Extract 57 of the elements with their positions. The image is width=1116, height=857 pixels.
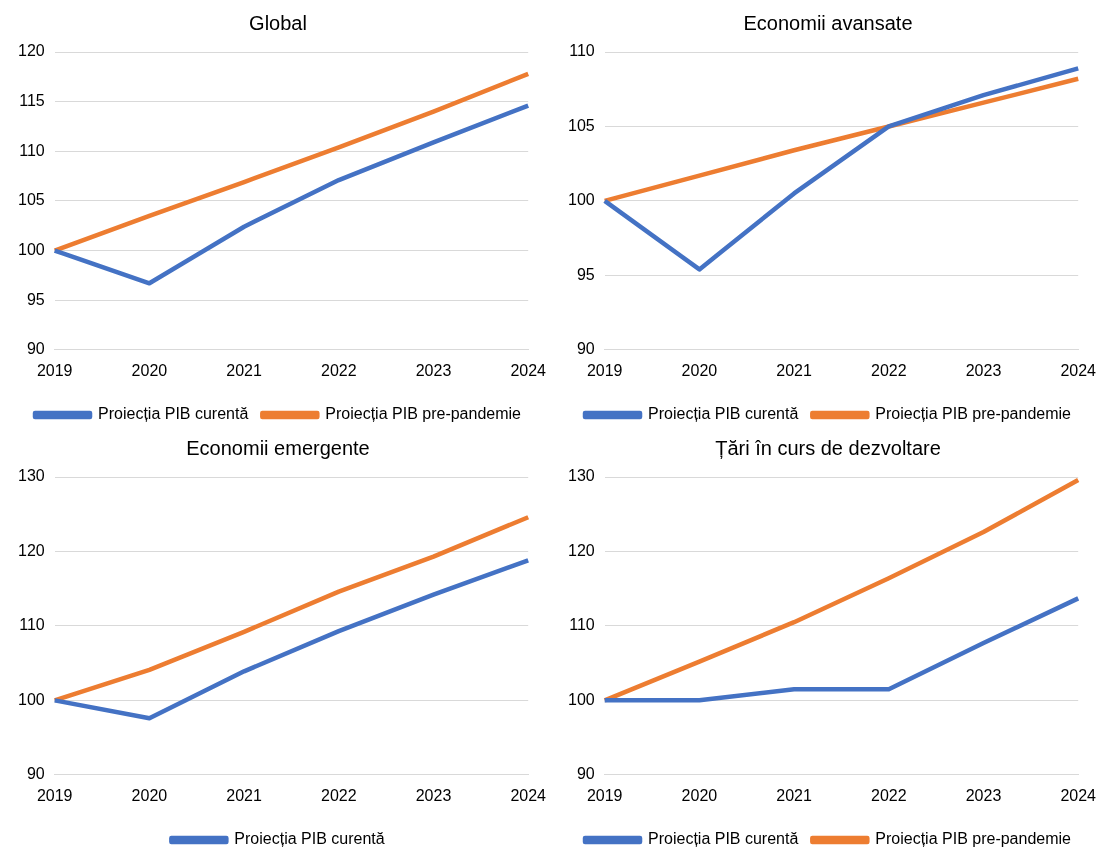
x-tick-label: 2024 — [510, 361, 547, 379]
legend-label: Proiecția PIB curentă — [648, 405, 799, 423]
x-tick-label: 2023 — [965, 786, 1002, 804]
y-tick-label: 110 — [569, 616, 595, 634]
y-tick-label: 90 — [26, 340, 45, 358]
y-tick-label: 100 — [567, 191, 595, 209]
y-tick-label: 130 — [567, 467, 595, 485]
x-tick-label: 2020 — [131, 786, 168, 804]
x-tick-label: 2022 — [321, 361, 357, 379]
chart-title: Economii avansate — [743, 11, 913, 34]
y-tick-label: 120 — [17, 42, 45, 60]
x-tick-label: 2019 — [586, 361, 623, 379]
x-tick-label: 2024 — [1060, 361, 1097, 379]
legend-label: Proiecția PIB pre-pandemie — [875, 830, 1072, 848]
y-tick-label: 100 — [17, 240, 45, 258]
x-tick-label: 2021 — [776, 361, 812, 379]
y-tick-label: 110 — [19, 616, 45, 634]
x-tick-label: 2021 — [226, 786, 262, 804]
y-tick-label: 120 — [17, 541, 45, 559]
x-tick-label: 2022 — [871, 786, 907, 804]
legend-label: Proiecția PIB curentă — [648, 830, 799, 848]
x-tick-label: 2024 — [1060, 786, 1097, 804]
chart-title: Țări în curs de dezvoltare — [715, 436, 941, 459]
y-tick-label: 95 — [576, 265, 595, 283]
x-tick-label: 2019 — [36, 786, 73, 804]
legend-label: Proiecția PIB curentă — [234, 830, 385, 848]
y-tick-label: 90 — [26, 765, 45, 783]
y-tick-label: 110 — [19, 141, 45, 159]
x-tick-label: 2024 — [510, 786, 547, 804]
y-tick-label: 105 — [17, 191, 45, 209]
x-tick-label: 2021 — [226, 361, 262, 379]
x-tick-label: 2023 — [415, 786, 452, 804]
y-tick-label: 115 — [19, 92, 45, 110]
x-tick-label: 2023 — [415, 361, 452, 379]
x-tick-label: 2022 — [321, 786, 357, 804]
y-tick-label: 105 — [567, 116, 595, 134]
chart-title: Global — [249, 11, 307, 34]
legend-label: Proiecția PIB pre-pandemie — [875, 405, 1072, 423]
y-tick-label: 90 — [576, 340, 595, 358]
x-tick-label: 2020 — [681, 786, 718, 804]
legend-label: Proiecția PIB pre-pandemie — [325, 405, 522, 423]
legend-label: Proiecția PIB curentă — [98, 405, 249, 423]
y-tick-label: 110 — [569, 42, 595, 60]
x-tick-label: 2020 — [681, 361, 718, 379]
x-tick-label: 2021 — [776, 786, 812, 804]
x-tick-label: 2020 — [131, 361, 168, 379]
y-tick-label: 130 — [17, 467, 45, 485]
x-tick-label: 2022 — [871, 361, 907, 379]
chart-title: Economii emergente — [186, 436, 370, 459]
y-tick-label: 100 — [17, 690, 45, 708]
y-tick-label: 100 — [567, 690, 595, 708]
x-tick-label: 2019 — [36, 361, 73, 379]
y-tick-label: 95 — [26, 290, 45, 308]
x-tick-label: 2019 — [586, 786, 623, 804]
x-tick-label: 2023 — [965, 361, 1002, 379]
y-tick-label: 120 — [567, 541, 595, 559]
y-tick-label: 90 — [576, 765, 595, 783]
